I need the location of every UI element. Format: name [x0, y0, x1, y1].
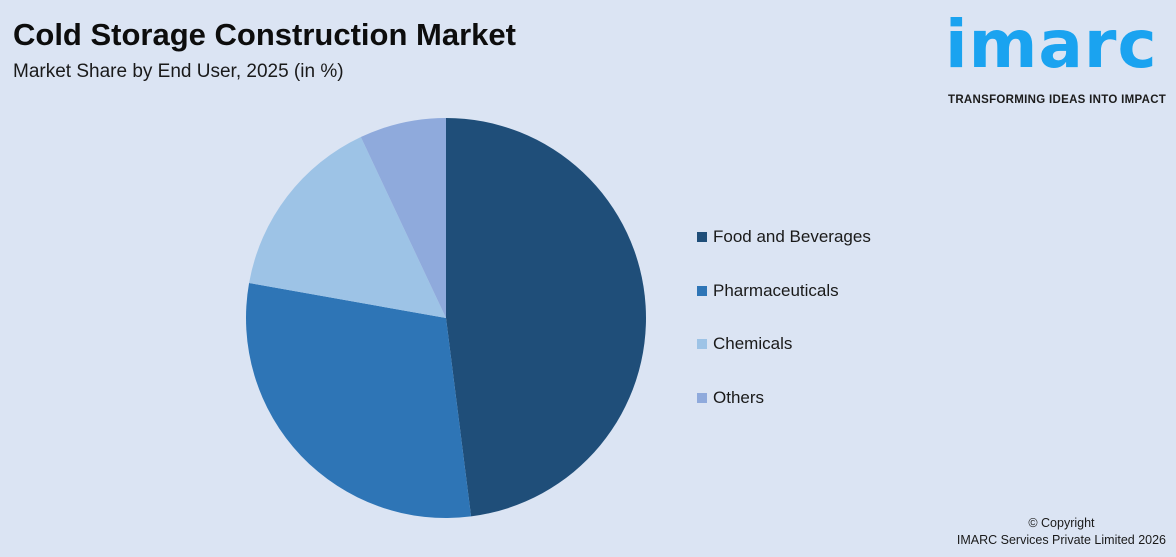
- pie-slice-chemicals: [249, 137, 446, 318]
- copyright-line-1: © Copyright: [1028, 516, 1095, 530]
- chart-subtitle: Market Share by End User, 2025 (in %): [13, 61, 344, 82]
- pie-slice-others: [360, 118, 446, 318]
- legend-item: Others: [697, 387, 871, 409]
- legend-label: Food and Beverages: [713, 227, 871, 246]
- copyright-notice: © Copyright IMARC Services Private Limit…: [957, 515, 1166, 549]
- pie-chart: [246, 118, 646, 518]
- copyright-line-2: IMARC Services Private Limited 2026: [956, 533, 1166, 547]
- legend-label: Pharmaceuticals: [713, 280, 839, 300]
- pie-slice-food-and-beverages: [446, 118, 646, 517]
- legend-label: Chemicals: [713, 334, 793, 353]
- logo-wordmark: imarc: [945, 6, 1158, 83]
- logo-tagline: TRANSFORMING IDEAS INTO IMPACT: [948, 94, 1167, 106]
- legend-item: Food and Beverages: [697, 226, 871, 248]
- chart-legend: Food and Beverages Pharmaceuticals Chemica…: [697, 226, 871, 440]
- pie-slice-pharmaceuticals: [246, 282, 472, 518]
- legend-swatch-icon: [697, 232, 707, 242]
- legend-swatch-icon: [697, 339, 707, 349]
- chart-title: Cold Storage Construction Market: [13, 17, 516, 52]
- legend-item: Chemicals: [697, 333, 871, 355]
- legend-label: Others: [713, 387, 765, 407]
- legend-swatch-icon: [697, 392, 707, 403]
- legend-item: Pharmaceuticals: [697, 280, 871, 302]
- imarc-logo: imarc TRANSFORMING IDEAS INTO IMPACT: [945, 10, 1173, 110]
- legend-swatch-icon: [697, 285, 707, 296]
